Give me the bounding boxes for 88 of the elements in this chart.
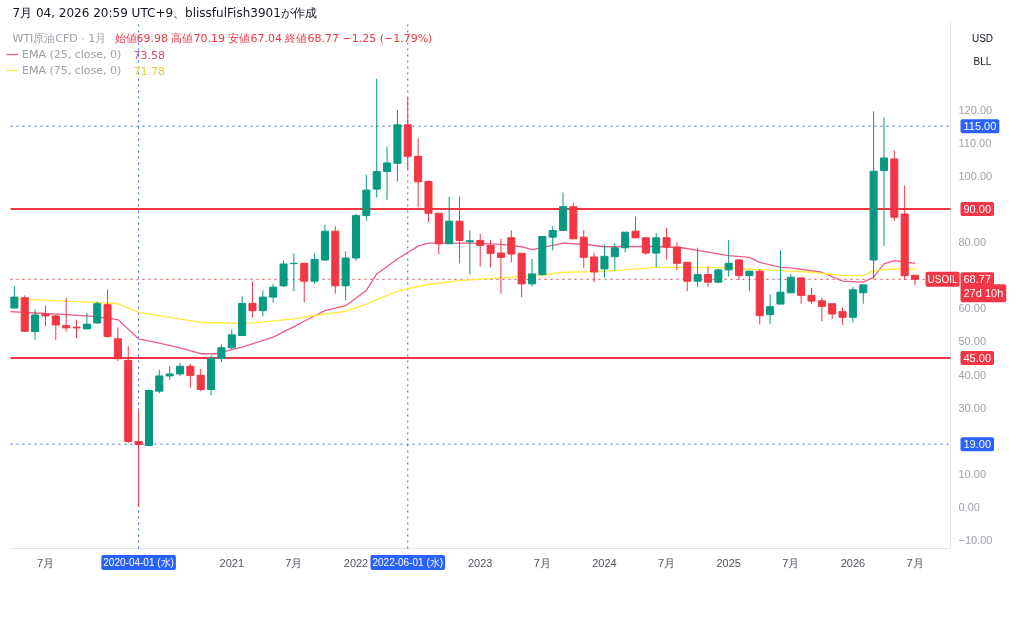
candlestick — [776, 249, 785, 305]
candlestick — [155, 369, 164, 394]
text: 27d 10h — [963, 287, 1004, 300]
y-tick-label: 30.00 — [958, 401, 987, 414]
candlestick — [911, 274, 920, 286]
x-tick-label: 7月 — [782, 556, 800, 569]
y-tick-label: −10.00 — [958, 534, 993, 547]
x-tick-label: 7月 — [533, 556, 551, 569]
y-tick-label: 60.00 — [958, 302, 987, 315]
candlestick — [372, 78, 381, 198]
candlestick — [310, 252, 319, 285]
y-tick-label: 50.00 — [958, 335, 987, 348]
ref-line-label: 68.77 — [963, 273, 992, 286]
legend-label: EMA (25, close, 0) — [22, 46, 122, 62]
candlestick — [610, 242, 619, 272]
candlestick — [600, 243, 609, 279]
candlestick — [662, 227, 671, 261]
y-tick-label: 0.00 — [958, 501, 980, 514]
y-tick-label: 100.00 — [958, 169, 993, 182]
candlestick — [258, 289, 267, 317]
candlestick — [269, 283, 278, 304]
candlestick — [817, 297, 826, 322]
candlestick — [227, 329, 236, 351]
candlestick — [51, 314, 60, 341]
ref-line-label: 45.00 — [963, 352, 992, 365]
candlestick — [548, 225, 557, 251]
x-tick-label: 7月 — [36, 556, 54, 569]
candlestick — [859, 284, 868, 305]
annotation: 73.58 — [133, 48, 165, 62]
y-tick-label: 40.00 — [958, 368, 987, 381]
candlestick — [248, 281, 257, 318]
candlestick — [579, 229, 588, 269]
y-tick-label: 10.00 — [958, 467, 987, 480]
candlestick — [31, 308, 40, 341]
candlestick — [590, 252, 599, 283]
candlestick — [766, 293, 775, 325]
candlestick — [507, 230, 516, 263]
x-tick-label: 7月 — [285, 556, 303, 569]
candlestick — [559, 191, 568, 232]
candlestick — [672, 241, 681, 271]
ref-line-label: 2020-04-01 (水) — [103, 557, 174, 568]
x-tick-label: 7月 — [658, 556, 676, 569]
candlestick — [72, 319, 81, 339]
candlestick — [683, 261, 692, 292]
x-tick-label: 2024 — [592, 556, 617, 569]
x-tick-label: 7月 — [906, 556, 924, 569]
chart-title: 7月 04, 2026 20:59 UTC+9、blissfulFish3901が作成 — [12, 5, 317, 20]
candlestick — [465, 230, 474, 276]
candlestick — [445, 196, 454, 245]
ref-line-label: 2022-06-01 (水) — [372, 557, 444, 568]
candlestick — [786, 273, 795, 294]
y-tick-label: 110.00 — [958, 136, 992, 149]
candlestick — [527, 258, 537, 287]
text: WTI原油CFD · 1月 — [12, 32, 107, 45]
annotation: USOIL — [927, 273, 958, 285]
candlestick — [41, 304, 50, 327]
y-tick-label: 120.00 — [958, 103, 993, 116]
candlestick — [279, 260, 288, 288]
x-tick-label: 2023 — [467, 556, 493, 569]
x-tick-label: 2022 — [343, 556, 369, 569]
candlestick — [486, 239, 495, 268]
legend-label: EMA (75, close, 0) — [22, 62, 122, 78]
candlestick — [631, 216, 640, 239]
candlestick — [134, 409, 143, 508]
ref-line-label: 19.00 — [963, 438, 992, 451]
candlestick — [196, 368, 205, 392]
annotation: 71.78 — [133, 64, 165, 78]
text: USD — [971, 33, 994, 44]
candlestick — [693, 247, 702, 288]
candlestick — [621, 231, 630, 253]
x-tick-label: 2026 — [840, 556, 866, 569]
candlestick — [10, 285, 19, 309]
candlestick — [62, 297, 71, 333]
y-tick-label: 80.00 — [958, 236, 987, 249]
x-tick-label: 2021 — [219, 556, 245, 569]
candlestick — [879, 116, 888, 247]
candlestick — [476, 233, 485, 268]
ref-line-label: 115.00 — [963, 120, 997, 133]
candlestick — [93, 300, 102, 325]
x-tick-label: 2025 — [716, 556, 741, 569]
candlestick — [186, 363, 195, 389]
annotation: 始値69.98 高値70.19 安値67.04 終値68.77 −1.25 (−1.79%) — [114, 32, 433, 45]
text: BLL — [973, 56, 992, 67]
candlestick — [724, 239, 733, 278]
ref-line-label: 90.00 — [963, 202, 992, 215]
candlestick — [383, 145, 392, 201]
candlestick — [652, 232, 661, 268]
candlestick — [797, 277, 806, 305]
